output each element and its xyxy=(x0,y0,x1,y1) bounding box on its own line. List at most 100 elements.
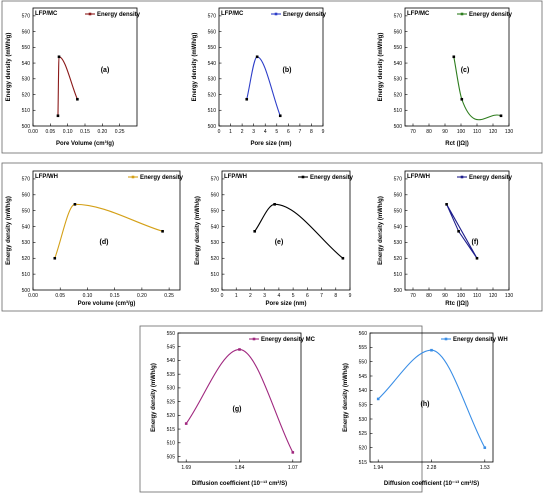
y-tick-label: 510 xyxy=(167,441,176,447)
data-point xyxy=(56,114,60,118)
panel-label: (h) xyxy=(421,401,430,408)
x-tick-label: 8 xyxy=(334,293,337,299)
y-tick-label: 500 xyxy=(22,124,31,130)
x-tick-label: 0.15 xyxy=(110,293,120,299)
y-tick-label: 530 xyxy=(208,77,217,83)
data-point xyxy=(341,256,345,260)
y-tick-label: 530 xyxy=(211,240,220,246)
panel-label: (f) xyxy=(472,239,479,246)
data-point xyxy=(452,55,456,59)
y-tick-label: 540 xyxy=(394,224,403,230)
x-axis-label: Pore volume (cm³/g) xyxy=(78,300,136,307)
legend-marker xyxy=(274,12,278,16)
y-tick-label: 550 xyxy=(22,45,31,51)
x-tick-label: 4 xyxy=(277,293,280,299)
data-point xyxy=(255,55,259,59)
legend-marker xyxy=(444,337,448,341)
y-tick-label: 510 xyxy=(22,272,31,278)
legend-label: Energy density xyxy=(283,12,327,18)
x-tick-label: 0 xyxy=(218,129,221,135)
y-tick-label: 545 xyxy=(167,345,176,351)
x-tick-label: 0 xyxy=(221,293,224,299)
x-tick-label: 110 xyxy=(473,293,481,299)
y-axis-label: Energy density (mWh/g) xyxy=(343,363,349,432)
y-tick-label: 500 xyxy=(208,124,217,130)
chart-panel-f: 70 80 90 100 110 120 130 500 510 520 530 540 550 560 5… xyxy=(378,170,514,307)
y-tick-label: 520 xyxy=(208,92,217,98)
y-tick-label: 520 xyxy=(394,92,403,98)
data-point xyxy=(53,256,57,260)
x-tick-label: 8 xyxy=(310,129,313,135)
x-axis-label: Rtc (|Ω|) xyxy=(445,301,469,307)
chart-panel-b: 0 1 2 3 4 5 6 7 8 9 500 510 520 530 540 550 560 570 Pore s… xyxy=(192,7,327,147)
panel-title: LFP/MC xyxy=(221,11,244,17)
y-tick-label: 520 xyxy=(22,92,31,98)
y-tick-label: 550 xyxy=(394,208,403,214)
x-tick-label: 0.00 xyxy=(28,293,38,299)
panel-label: (b) xyxy=(283,67,292,74)
y-tick-label: 500 xyxy=(394,288,403,294)
y-tick-label: 540 xyxy=(22,61,31,67)
y-tick-label: 570 xyxy=(394,14,403,20)
series-line xyxy=(377,349,486,448)
y-tick-label: 520 xyxy=(394,256,403,262)
x-tick-label: 0.05 xyxy=(45,129,55,135)
data-point xyxy=(376,397,380,401)
x-tick-label: 120 xyxy=(489,293,498,299)
x-tick-label: 120 xyxy=(489,129,498,135)
panel-label: (e) xyxy=(275,239,284,246)
x-tick-label: 130 xyxy=(505,293,514,299)
y-tick-label: 510 xyxy=(211,272,220,278)
x-tick-label: 9 xyxy=(322,129,325,135)
plot-frame xyxy=(404,7,510,127)
data-point xyxy=(475,256,479,260)
y-tick-label: 550 xyxy=(359,359,368,365)
panel-label: (a) xyxy=(101,67,110,74)
y-tick-label: 560 xyxy=(208,29,217,35)
plot-frame xyxy=(221,170,351,291)
y-tick-label: 560 xyxy=(359,331,368,337)
y-tick-label: 520 xyxy=(211,256,220,262)
y-tick-label: 540 xyxy=(394,61,403,67)
data-point xyxy=(430,348,433,352)
legend-marker xyxy=(460,175,464,179)
x-tick-label: 1.69 xyxy=(181,465,191,471)
row-mc-frame xyxy=(1,0,543,154)
y-tick-label: 570 xyxy=(22,14,31,20)
data-point xyxy=(460,97,464,101)
x-tick-label: 100 xyxy=(457,293,466,299)
y-tick-label: 520 xyxy=(359,445,368,451)
x-tick-label: 2 xyxy=(241,129,244,135)
y-tick-label: 560 xyxy=(22,29,31,35)
x-tick-label: 7 xyxy=(298,129,301,135)
panel-title: LFP/WH xyxy=(224,174,247,180)
x-axis-label: Diffusion coefficient (10⁻¹³ cm²/S) xyxy=(192,480,287,487)
x-axis-label: Pore size (nm) xyxy=(265,301,306,307)
x-tick-label: 80 xyxy=(426,129,432,135)
y-tick-label: 525 xyxy=(359,431,368,437)
y-tick-label: 550 xyxy=(22,208,31,214)
data-point xyxy=(291,451,295,454)
chart-panel-d: 0.00 0.05 0.10 0.15 0.20 0.25 500 510 520 530 540 5… xyxy=(6,170,184,307)
y-tick-label: 570 xyxy=(394,177,403,183)
x-tick-label: 90 xyxy=(442,293,448,299)
data-point xyxy=(57,55,61,59)
y-tick-label: 530 xyxy=(359,417,368,423)
panel-title: LFP/MC xyxy=(35,11,58,17)
data-point xyxy=(483,446,487,449)
y-axis-label: Energy density (mWh/g) xyxy=(192,33,198,102)
y-tick-label: 500 xyxy=(211,288,220,294)
x-tick-label: 0.05 xyxy=(55,293,65,299)
data-point xyxy=(445,203,448,206)
x-tick-label: 0.15 xyxy=(80,129,90,135)
x-tick-label: 100 xyxy=(457,129,466,135)
panel-label: (c) xyxy=(461,67,470,74)
chart-panel-c: 70 80 90 100 110 120 130 500 510 520 530 540 550 560 5… xyxy=(378,7,513,147)
x-axis-label: Diffusion coefficient (10⁻¹³ cm²/S) xyxy=(384,480,479,487)
plot-frame xyxy=(32,170,181,291)
y-tick-label: 520 xyxy=(167,413,176,419)
legend-marker xyxy=(252,337,256,341)
x-tick-label: 0.25 xyxy=(115,129,125,135)
x-tick-label: 1.94 xyxy=(373,465,383,471)
panel-label: (d) xyxy=(100,239,109,246)
